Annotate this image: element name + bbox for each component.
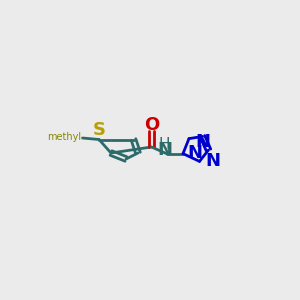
Text: methyl: methyl — [47, 132, 81, 142]
Text: H: H — [158, 137, 170, 152]
Text: O: O — [144, 116, 159, 134]
Text: N: N — [188, 144, 202, 162]
Text: N: N — [205, 152, 220, 170]
Text: S: S — [92, 122, 106, 140]
Text: N: N — [195, 133, 210, 151]
Text: N: N — [158, 141, 172, 159]
